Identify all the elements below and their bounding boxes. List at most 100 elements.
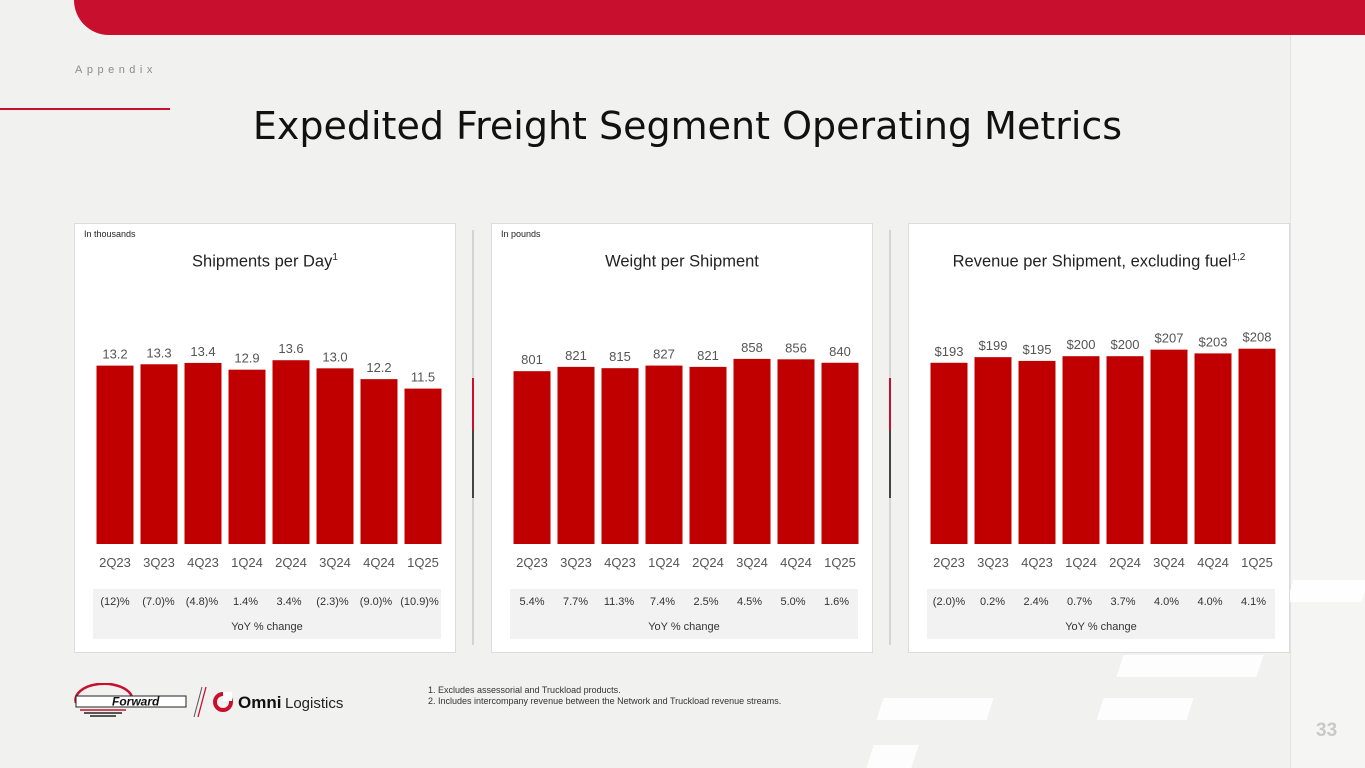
category-label: 2Q24 (692, 555, 724, 570)
bar (821, 362, 859, 544)
unit-label: In thousands (84, 229, 136, 239)
right-margin-strip (1290, 35, 1365, 768)
category-label: 1Q25 (824, 555, 856, 570)
yoy-value: (9.0)% (359, 596, 393, 608)
logo-graphics: Forward Omni Logistics (74, 682, 343, 718)
bar (272, 360, 310, 544)
yoy-value: (12)% (100, 596, 130, 608)
yoy-table: (2.0)% 0.2% 2.4% 0.7% 3.7% 4.0% 4.0% 4.1% YoY %… (927, 589, 1275, 639)
chart-title: Weight per Shipment (492, 252, 872, 272)
company-logos: Forward Omni Logistics (74, 682, 364, 723)
bar (645, 365, 683, 544)
chart-panel-shipments-per-day: In thousands Shipments per Day1 13.2 2Q23… (74, 223, 456, 653)
bar (1106, 356, 1144, 544)
category-label: 1Q24 (1065, 555, 1097, 570)
value-label: $200 (1111, 337, 1140, 352)
category-label: 1Q25 (407, 555, 439, 570)
bar (404, 388, 442, 544)
value-label: 13.3 (146, 345, 171, 360)
value-label: 13.6 (278, 341, 303, 356)
yoy-value: (7.0)% (142, 596, 175, 608)
value-label: 12.2 (366, 360, 391, 375)
bar (1150, 349, 1188, 544)
bar (777, 359, 815, 544)
yoy-value: 0.2% (979, 596, 1006, 608)
value-label: 13.0 (322, 349, 347, 364)
yoy-row: (12)% (7.0)% (4.8)% 1.4% 3.4% (2.3)% (9.0)% (10… (93, 589, 441, 615)
background-decoration (1096, 698, 1194, 720)
value-label: 858 (741, 340, 763, 355)
value-label: 821 (565, 348, 587, 363)
forward-logo-text: Forward (112, 695, 160, 709)
category-label: 1Q25 (1241, 555, 1273, 570)
category-label: 2Q24 (275, 555, 307, 570)
bar (96, 365, 134, 544)
yoy-value: (10.9)% (400, 596, 439, 608)
footnote-2: 2. Includes intercompany revenue between… (428, 696, 782, 706)
yoy-table: (12)% (7.0)% (4.8)% 1.4% 3.4% (2.3)% (9.0)% (10… (93, 589, 441, 639)
bar (733, 358, 771, 544)
bar (228, 369, 266, 544)
value-label: 801 (521, 352, 543, 367)
top-banner (74, 0, 1365, 35)
bar (1194, 353, 1232, 544)
panel-divider (472, 230, 474, 645)
value-label: 815 (609, 349, 631, 364)
category-label: 4Q23 (604, 555, 636, 570)
value-label: 13.4 (190, 344, 215, 359)
category-label: 4Q24 (1197, 555, 1229, 570)
category-label: 4Q23 (187, 555, 219, 570)
yoy-value: (4.8)% (185, 596, 219, 608)
value-label: $203 (1199, 334, 1228, 349)
yoy-value: 4.1% (1240, 596, 1267, 608)
category-label: 2Q23 (516, 555, 548, 570)
value-label: $207 (1155, 331, 1184, 346)
yoy-value: 3.4% (276, 596, 302, 608)
panel-divider (889, 230, 891, 645)
category-label: 2Q24 (1109, 555, 1141, 570)
value-label: $208 (1243, 330, 1272, 345)
chart-title: Revenue per Shipment, excluding fuel1,2 (909, 252, 1289, 272)
category-label: 2Q23 (99, 555, 131, 570)
chart-panel-weight-per-shipment: In pounds Weight per Shipment 801 2Q23 821… (491, 223, 873, 653)
yoy-value: 4.5% (736, 596, 763, 608)
omni-logo-subtext: Logistics (285, 695, 343, 712)
forward-logo: Forward (74, 682, 187, 717)
page-title: Expedited Freight Segment Operating Metr… (252, 104, 1123, 148)
background-decoration (1116, 655, 1264, 677)
yoy-value: 11.3% (603, 596, 635, 608)
yoy-value: (2.3)% (316, 596, 349, 608)
yoy-value: 4.0% (1197, 596, 1223, 608)
chart-title-text: Weight per Shipment (605, 252, 759, 271)
chart-title-text: Revenue per Shipment, excluding fuel (952, 252, 1232, 271)
yoy-value: 4.0% (1153, 596, 1180, 608)
category-label: 3Q23 (560, 555, 592, 570)
category-label: 3Q24 (319, 555, 351, 570)
bar (974, 357, 1012, 544)
chart-title: Shipments per Day1 (75, 252, 455, 272)
bar (184, 362, 222, 544)
value-label: $199 (979, 338, 1008, 353)
yoy-value: 5.0% (780, 596, 806, 608)
yoy-value: 1.4% (232, 596, 259, 608)
value-label: 11.5 (411, 370, 435, 385)
unit-label: In pounds (501, 229, 541, 239)
yoy-value: 7.7% (562, 596, 589, 608)
background-decoration (1286, 580, 1365, 602)
yoy-value: 0.7% (1066, 596, 1093, 608)
yoy-value: 1.6% (823, 596, 850, 608)
category-label: 3Q23 (977, 555, 1009, 570)
section-label: Appendix (75, 64, 157, 76)
bar (930, 362, 968, 544)
bar (316, 368, 354, 544)
category-label: 2Q23 (933, 555, 965, 570)
footnotes: 1. Excludes assessorial and Truckload pr… (428, 685, 781, 707)
category-label: 3Q24 (736, 555, 768, 570)
category-label: 1Q24 (648, 555, 680, 570)
background-decoration (866, 745, 919, 768)
background-decoration (876, 698, 994, 720)
category-label: 4Q23 (1021, 555, 1053, 570)
value-label: $193 (935, 344, 964, 359)
bar (140, 364, 178, 544)
yoy-row: (2.0)% 0.2% 2.4% 0.7% 3.7% 4.0% 4.0% 4.1% (927, 589, 1275, 615)
